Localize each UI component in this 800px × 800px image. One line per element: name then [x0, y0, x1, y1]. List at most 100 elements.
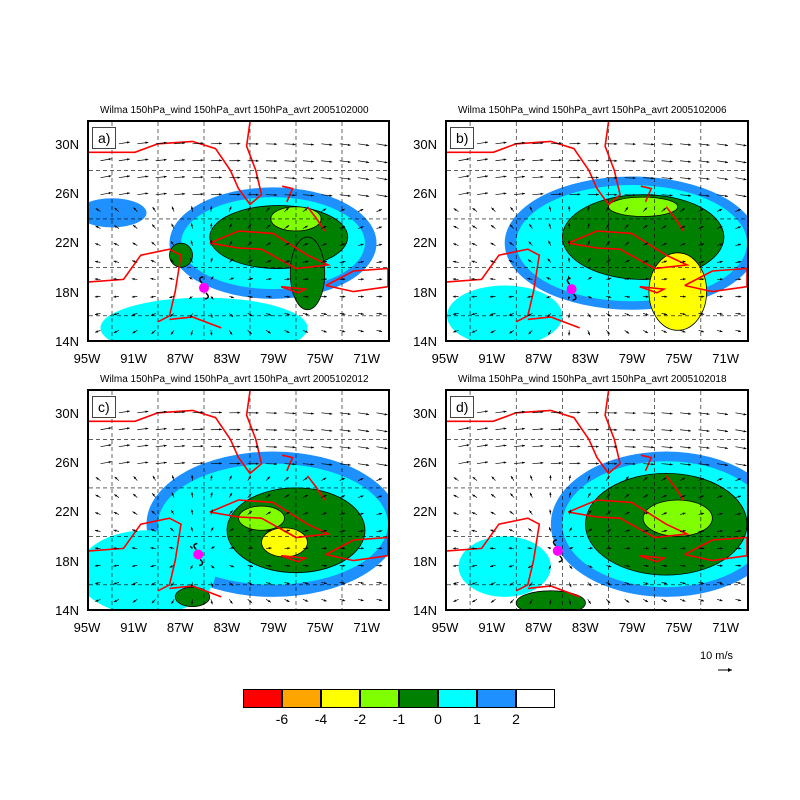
- wind-vector: [113, 564, 119, 567]
- wind-vector: [151, 599, 156, 604]
- wind-vector: [569, 428, 581, 431]
- wind-vector: [490, 529, 496, 532]
- wind-vector: [302, 446, 314, 449]
- wind-vector: [532, 192, 544, 196]
- wind-vector: [229, 142, 241, 145]
- wind-vector: [643, 429, 655, 432]
- wind-vector: [113, 313, 119, 316]
- wind-vector: [680, 547, 686, 550]
- wind-vector: [532, 461, 544, 465]
- wind-vector: [376, 329, 383, 333]
- wind-vector: [284, 143, 296, 146]
- map-plot: a): [87, 120, 390, 342]
- coastline: [684, 536, 747, 562]
- wind-vector: [476, 175, 489, 179]
- wind-vector: [266, 445, 278, 449]
- wind-vector: [169, 546, 175, 550]
- wind-vector: [321, 329, 327, 333]
- lon-tick-label: 83W: [213, 620, 241, 635]
- wind-vector: [624, 259, 630, 263]
- wind-vector: [508, 565, 515, 568]
- wind-vector: [170, 527, 175, 532]
- lat-tick-label: 14N: [413, 603, 437, 618]
- wind-vector: [587, 159, 599, 162]
- wind-vector: [698, 512, 705, 515]
- wind-vector: [137, 158, 149, 162]
- wind-vector: [210, 296, 214, 300]
- wind-vector: [606, 313, 611, 317]
- wind-vector: [113, 242, 120, 246]
- wind-vector: [358, 194, 370, 198]
- wind-vector: [567, 296, 571, 300]
- wind-vector: [210, 411, 222, 414]
- lat-tick-label: 22N: [55, 235, 79, 251]
- wind-vector: [679, 598, 686, 602]
- coastline: [665, 475, 685, 501]
- coastline: [447, 391, 621, 475]
- wind-vector: [569, 159, 581, 162]
- wind-vector: [679, 225, 686, 229]
- wind-vector: [321, 208, 327, 212]
- lat-lon-grid: [447, 391, 747, 609]
- coastline: [89, 248, 182, 323]
- wind-vector: [376, 598, 383, 602]
- lat-lon-grid: [89, 391, 388, 609]
- coastline: [447, 248, 541, 323]
- wind-vector: [132, 599, 138, 603]
- wind-vector: [169, 313, 175, 317]
- wind-vector: [247, 295, 253, 299]
- wind-vector: [339, 477, 346, 481]
- wind-vector: [266, 564, 272, 567]
- wind-vector: [265, 224, 271, 229]
- wind-vector: [266, 176, 278, 180]
- wind-vector: [265, 242, 271, 246]
- wind-vector: [605, 475, 610, 481]
- wind-vector: [151, 224, 156, 229]
- wind-vector: [190, 509, 194, 515]
- wind-vector: [133, 476, 138, 481]
- wind-vector: [458, 175, 470, 179]
- wind-vector: [679, 581, 686, 585]
- coastlines: [447, 122, 747, 329]
- wind-vector: [490, 260, 496, 263]
- wind-vector: [661, 529, 668, 533]
- wind-vector: [358, 529, 364, 533]
- wind-vector: [190, 223, 194, 229]
- wind-vector: [171, 206, 175, 212]
- map-plot: b): [445, 120, 749, 342]
- coastline: [280, 554, 308, 563]
- wind-vector: [643, 462, 655, 466]
- wind-vector: [527, 277, 533, 281]
- wind-vector: [266, 193, 278, 197]
- wind-vector: [624, 462, 636, 466]
- wind-vector: [587, 193, 599, 196]
- wind-vector: [302, 598, 309, 602]
- wind-vector: [376, 529, 383, 533]
- wind-vector: [587, 258, 591, 263]
- wind-vector: [735, 547, 742, 550]
- wind-vector: [284, 564, 291, 567]
- hurricane-icon: [199, 276, 209, 300]
- wind-vector: [302, 412, 314, 415]
- wind-vector: [265, 330, 271, 334]
- wind-vector: [587, 462, 599, 465]
- wind-vector: [490, 313, 496, 316]
- vorticity-contour: [608, 196, 679, 217]
- hurricane-icon: [193, 542, 204, 567]
- wind-vector: [247, 330, 252, 335]
- wind-vector: [358, 412, 370, 416]
- wind-vector: [210, 565, 215, 569]
- wind-vector: [321, 160, 333, 163]
- coastline: [447, 122, 621, 206]
- colorbar-label: -6: [275, 711, 289, 727]
- wind-vector: [170, 330, 175, 335]
- wind-vector: [229, 159, 241, 162]
- wind-vector: [170, 241, 175, 246]
- wind-vector: [131, 277, 138, 281]
- wind-vector: [606, 547, 612, 550]
- wind-vector: [151, 330, 156, 335]
- wind-vectors: [94, 141, 388, 336]
- wind-vector: [155, 427, 167, 431]
- wind-vector: [547, 313, 552, 318]
- wind-vector: [339, 243, 346, 246]
